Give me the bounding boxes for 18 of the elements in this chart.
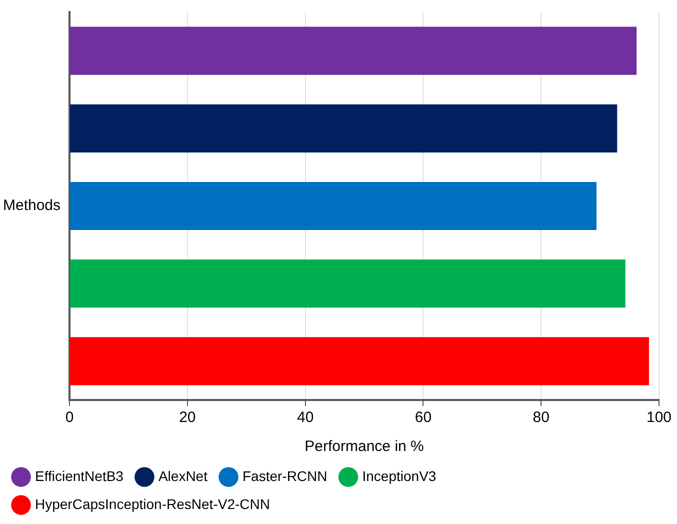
x-tick-label: 100 — [646, 409, 672, 426]
x-tick-label: 80 — [532, 409, 550, 426]
bar — [70, 104, 618, 152]
bar — [70, 260, 626, 308]
legend-label: AlexNet — [158, 468, 208, 484]
bar — [70, 26, 637, 75]
x-tick-label: 0 — [65, 409, 74, 426]
legend-label: Faster-RCNN — [242, 468, 328, 484]
x-axis-title: Performance in % — [304, 438, 424, 456]
bar — [70, 182, 597, 230]
bar — [70, 337, 649, 386]
legend-label: InceptionV3 — [362, 468, 436, 484]
legend-label: EfficientNetB3 — [35, 468, 124, 484]
y-tick-label: Methods — [2, 197, 61, 214]
legend-label: HyperCapsInception-ResNet-V2-CNN — [35, 496, 270, 512]
x-tick-label: 60 — [414, 409, 432, 426]
x-tick-label: 40 — [296, 409, 314, 426]
x-tick-label: 20 — [179, 409, 196, 426]
